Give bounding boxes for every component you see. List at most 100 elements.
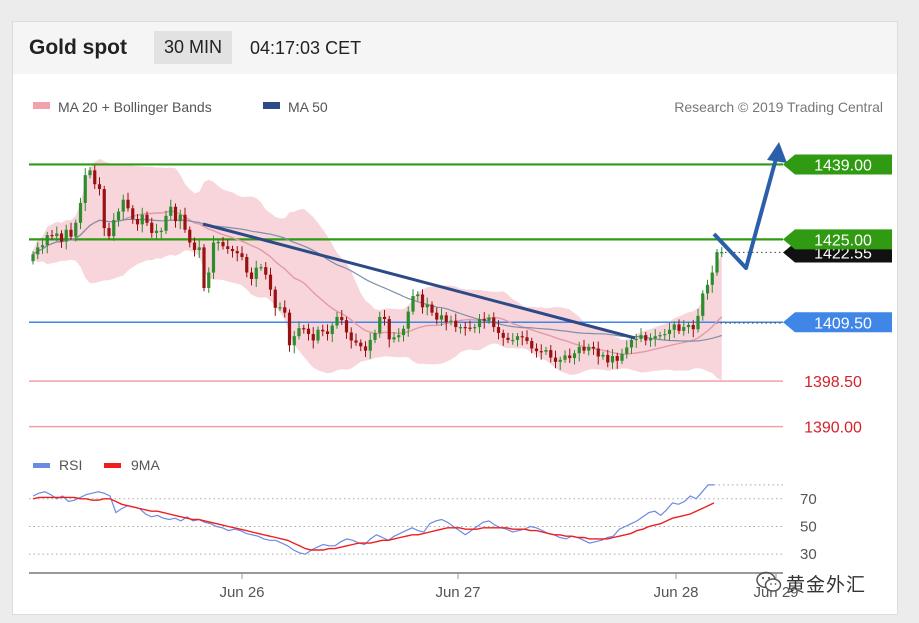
candle-body [496, 327, 501, 333]
timeframe-button[interactable]: 30 MIN [154, 31, 233, 64]
candle-body [591, 346, 596, 349]
candle-body [468, 327, 472, 329]
candle-body [596, 348, 600, 357]
candle [444, 312, 448, 331]
candle [477, 313, 482, 334]
candle [116, 208, 121, 227]
candle-body [116, 211, 121, 221]
candle [439, 308, 444, 327]
candle [487, 314, 491, 324]
candle [544, 346, 548, 355]
candle-body [406, 311, 410, 329]
candle-body [539, 351, 543, 353]
candle-body [549, 350, 553, 358]
candle-body [159, 230, 163, 232]
candle [36, 242, 40, 260]
candle [558, 356, 562, 370]
candle-body [55, 233, 59, 237]
candle [340, 309, 344, 325]
candle-body [311, 334, 315, 341]
candle-body [131, 208, 135, 220]
candle [615, 352, 619, 369]
candle-body [667, 329, 672, 335]
candle-body [553, 357, 558, 362]
candle [606, 349, 610, 368]
candle-body [173, 206, 178, 222]
candle [207, 267, 211, 293]
forecast-arrow [712, 154, 779, 270]
candle-body [416, 294, 420, 297]
candle [449, 315, 453, 326]
x-tick-label: Jun 27 [435, 584, 480, 601]
candle-body [701, 293, 705, 316]
price-tag-text: 1439.00 [814, 157, 872, 174]
candle-body [487, 317, 491, 321]
candle [254, 260, 258, 287]
candle [183, 207, 187, 233]
candle-body [40, 245, 45, 248]
candle [264, 262, 268, 280]
candle-body [696, 315, 700, 330]
candle-body [511, 339, 515, 342]
candle [420, 289, 425, 314]
candle-body [663, 334, 667, 336]
candle [482, 312, 486, 329]
candle-body [344, 320, 349, 333]
candle-body [715, 252, 719, 273]
legend-ma9: 9MA [131, 457, 160, 473]
candle-body [97, 184, 102, 190]
candle-body [102, 189, 106, 229]
candle-body [164, 215, 168, 231]
candle-body [473, 327, 477, 329]
credit: Research © 2019 Trading Central [674, 99, 883, 115]
candle [568, 348, 572, 363]
candle-body [658, 335, 662, 337]
candle-body [458, 327, 463, 329]
candle [582, 339, 586, 354]
candle [150, 217, 154, 238]
downtrend-line [202, 222, 636, 340]
candle [354, 333, 358, 346]
candle [520, 331, 524, 346]
candle [378, 311, 382, 338]
candle [382, 309, 387, 326]
candle [159, 227, 163, 239]
candle-body [140, 214, 144, 225]
chart-header: Gold spot 30 MIN 04:17:03 CET [13, 22, 897, 74]
candle-body [691, 324, 695, 330]
candle [273, 286, 277, 316]
candle [335, 311, 339, 329]
candle [297, 321, 301, 340]
candle-body [677, 324, 681, 331]
candle [701, 290, 705, 321]
candle-body [401, 328, 406, 336]
candle-body [197, 247, 201, 251]
candle [620, 348, 624, 365]
rsi-legend: RSI 9MA [33, 457, 160, 473]
candle [387, 315, 391, 348]
candle [511, 332, 515, 345]
candle [363, 341, 368, 358]
candle-body [135, 219, 140, 225]
candle [430, 301, 434, 316]
candle-body [245, 257, 249, 273]
candle-body [240, 253, 244, 258]
candle [268, 267, 273, 297]
candle [710, 265, 714, 293]
candle-body [306, 328, 311, 335]
candle [197, 240, 201, 259]
candle-body [439, 315, 444, 320]
candle-body [420, 294, 425, 308]
candle-body [230, 248, 235, 252]
candle [463, 322, 467, 336]
candle-body [69, 229, 73, 237]
candle [302, 324, 306, 334]
candle-body [534, 348, 539, 352]
candle-body [335, 316, 339, 326]
candle-body [610, 355, 615, 363]
candle [549, 345, 553, 363]
candle [663, 328, 667, 340]
candle [292, 331, 296, 354]
candle-body [221, 242, 225, 247]
candle [240, 246, 244, 261]
